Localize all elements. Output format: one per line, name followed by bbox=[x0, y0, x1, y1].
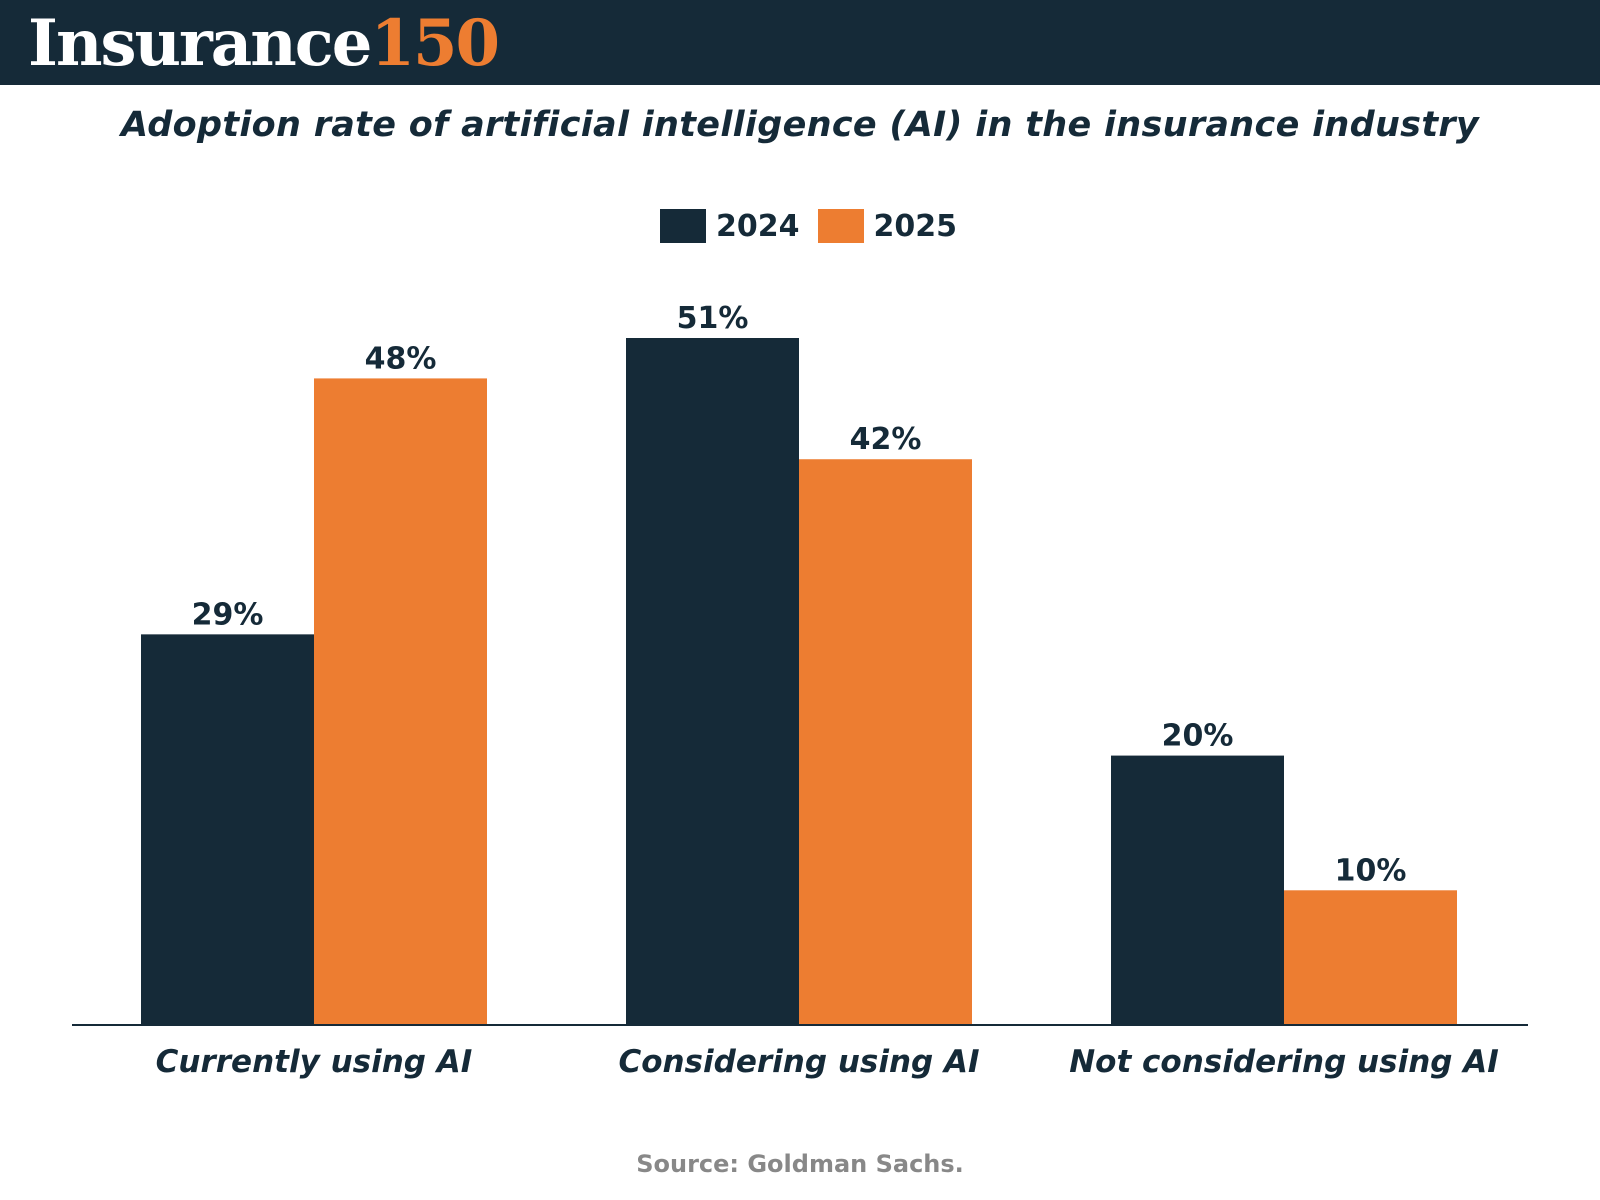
data-label-2025-2: 10% bbox=[1335, 853, 1407, 888]
legend-swatch-2024 bbox=[660, 209, 706, 243]
bar-2024-2 bbox=[1111, 755, 1284, 1025]
bar-2025-2 bbox=[1284, 890, 1457, 1025]
category-label-0: Currently using AI bbox=[156, 1044, 473, 1080]
bar-2025-1 bbox=[799, 459, 972, 1025]
data-label-2025-1: 42% bbox=[850, 422, 922, 457]
source-note: Source: Goldman Sachs. bbox=[636, 1150, 964, 1178]
bar-2025-0 bbox=[314, 378, 487, 1026]
bar-2024-0 bbox=[141, 634, 314, 1025]
brand-logo: Insurance150 bbox=[28, 4, 500, 84]
category-label-2: Not considering using AI bbox=[1069, 1044, 1499, 1080]
legend: 2024 2025 bbox=[660, 208, 975, 244]
legend-item-2024: 2024 bbox=[660, 209, 800, 244]
data-label-2024-0: 29% bbox=[192, 597, 264, 632]
data-label-2024-1: 51% bbox=[677, 301, 749, 336]
legend-item-2025: 2025 bbox=[817, 208, 958, 244]
chart-title: Adoption rate of artificial intelligence… bbox=[120, 105, 1480, 145]
legend-swatch-2025 bbox=[817, 209, 864, 243]
data-label-2025-0: 48% bbox=[365, 341, 437, 376]
legend-label-2025: 2025 bbox=[873, 208, 958, 244]
brand-number: 150 bbox=[370, 6, 500, 81]
bar-2024-1 bbox=[626, 338, 799, 1025]
brand-word: Insurance bbox=[28, 6, 372, 81]
data-label-2024-2: 20% bbox=[1162, 719, 1234, 754]
category-label-1: Considering using AI bbox=[618, 1044, 979, 1080]
header-bar: Insurance150 bbox=[0, 0, 1600, 85]
legend-label-2024: 2024 bbox=[716, 208, 800, 244]
